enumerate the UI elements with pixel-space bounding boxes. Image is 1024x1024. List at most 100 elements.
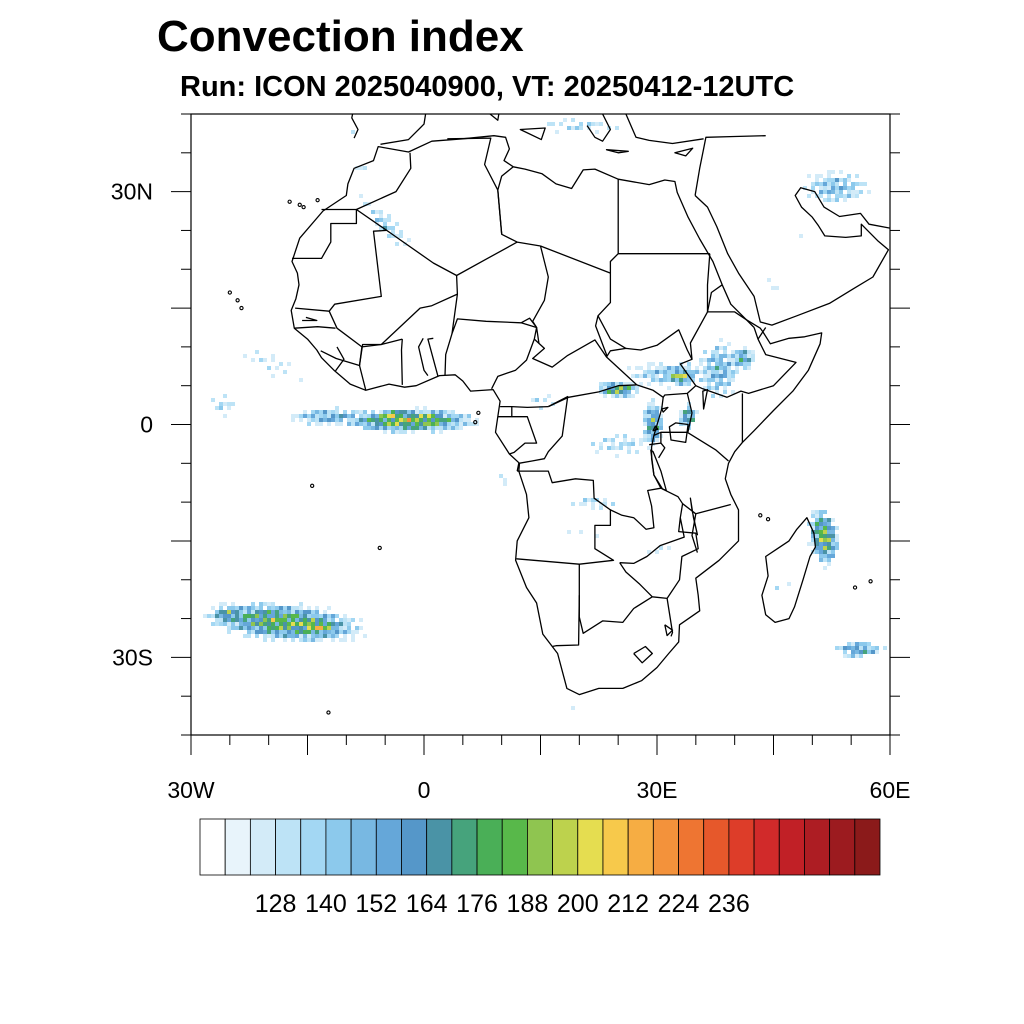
- field-cell: [827, 194, 831, 198]
- field-cell: [823, 182, 827, 186]
- field-cell: [655, 438, 659, 442]
- field-cell: [639, 438, 643, 442]
- field-cell: [307, 630, 311, 634]
- field-cell: [839, 170, 843, 174]
- lake-outline: [668, 422, 689, 444]
- field-cell: [299, 602, 303, 606]
- colorbar-swatch: [501, 818, 528, 876]
- field-cell: [295, 630, 299, 634]
- field-cell: [383, 430, 387, 434]
- field-cell: [467, 422, 471, 426]
- field-cell: [859, 182, 863, 186]
- field-cell: [827, 526, 831, 530]
- country-border: [757, 327, 767, 340]
- field-cell: [599, 382, 603, 386]
- field-cell: [723, 374, 727, 378]
- field-cell: [679, 370, 683, 374]
- field-cell: [599, 446, 603, 450]
- field-cell: [387, 226, 391, 230]
- field-cell: [619, 390, 623, 394]
- field-cell: [843, 198, 847, 202]
- field-cell: [295, 606, 299, 610]
- field-cell: [651, 414, 655, 418]
- field-cell: [627, 366, 631, 370]
- field-cell: [327, 626, 331, 630]
- field-cell: [591, 122, 595, 126]
- field-cell: [251, 630, 255, 634]
- field-cell: [859, 646, 863, 650]
- field-cell: [351, 422, 355, 426]
- country-border: [294, 326, 336, 329]
- field-cell: [299, 418, 303, 422]
- field-cell: [423, 418, 427, 422]
- country-border: [597, 315, 627, 349]
- field-cell: [711, 350, 715, 354]
- field-cell: [627, 382, 631, 386]
- field-cell: [203, 614, 207, 618]
- field-cell: [299, 622, 303, 626]
- field-cell: [339, 626, 343, 630]
- field-cell: [435, 410, 439, 414]
- field-cell: [315, 626, 319, 630]
- field-cell: [499, 474, 503, 478]
- field-cell: [343, 626, 347, 630]
- field-cell: [259, 610, 263, 614]
- island-outline: [758, 513, 763, 518]
- field-cell: [727, 378, 731, 382]
- field-cell: [751, 354, 755, 358]
- field-cell: [579, 502, 583, 506]
- country-border: [658, 442, 666, 459]
- field-cell: [683, 378, 687, 382]
- field-cell: [823, 534, 827, 538]
- field-cell: [315, 606, 319, 610]
- field-cell: [691, 410, 695, 414]
- field-cell: [375, 426, 379, 430]
- colorbar-label: 224: [658, 890, 700, 918]
- field-cell: [847, 174, 851, 178]
- field-cell: [347, 414, 351, 418]
- field-cell: [399, 422, 403, 426]
- field-cell: [291, 634, 295, 638]
- field-cell: [427, 410, 431, 414]
- field-cell: [355, 422, 359, 426]
- field-cell: [623, 438, 627, 442]
- field-cell: [371, 426, 375, 430]
- field-cell: [855, 194, 859, 198]
- field-cell: [427, 422, 431, 426]
- field-cell: [843, 182, 847, 186]
- country-border: [610, 487, 662, 530]
- field-cell: [215, 618, 219, 622]
- field-cell: [247, 634, 251, 638]
- field-cell: [271, 610, 275, 614]
- field-cell: [291, 630, 295, 634]
- field-cell: [815, 538, 819, 542]
- field-cell: [463, 418, 467, 422]
- field-cell: [227, 618, 231, 622]
- field-cell: [419, 418, 423, 422]
- colorbar-swatch: [375, 818, 402, 876]
- field-cell: [475, 422, 479, 426]
- field-cell: [299, 638, 303, 642]
- field-cell: [467, 414, 471, 418]
- field-cell: [395, 410, 399, 414]
- field-cell: [315, 638, 319, 642]
- field-cell: [287, 618, 291, 622]
- field-cell: [315, 414, 319, 418]
- field-cell: [395, 414, 399, 418]
- field-cell: [335, 634, 339, 638]
- field-cell: [379, 422, 383, 426]
- field-cell: [735, 362, 739, 366]
- field-cell: [619, 446, 623, 450]
- field-cell: [275, 606, 279, 610]
- field-cell: [831, 178, 835, 182]
- field-cell: [287, 362, 291, 366]
- field-cell: [871, 646, 875, 650]
- field-cell: [727, 366, 731, 370]
- colorbar-label: 188: [507, 890, 549, 918]
- field-cell: [683, 374, 687, 378]
- field-cell: [843, 654, 847, 658]
- field-cell: [219, 602, 223, 606]
- field-cell: [599, 442, 603, 446]
- field-cell: [835, 186, 839, 190]
- field-cell: [227, 402, 231, 406]
